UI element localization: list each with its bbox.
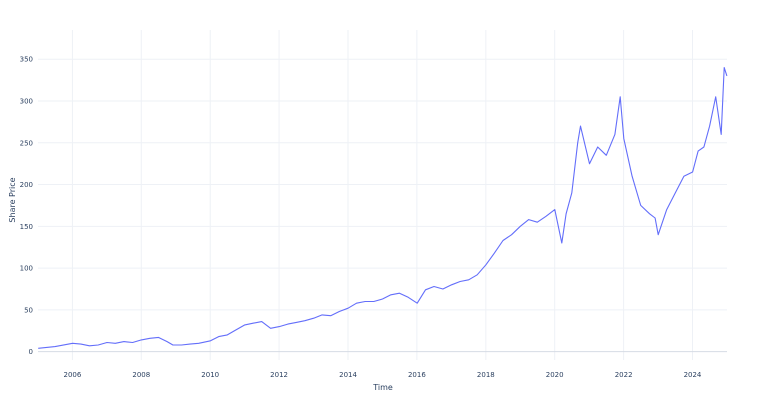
x-tick-label: 2022 xyxy=(615,371,633,379)
y-tick-label: 150 xyxy=(20,223,33,231)
y-tick-label: 0 xyxy=(29,348,33,356)
x-axis-title: Time xyxy=(372,383,393,392)
x-tick-label: 2010 xyxy=(201,371,219,379)
y-tick-label: 250 xyxy=(20,139,33,147)
y-axis-title: Share Price xyxy=(8,177,17,222)
series-layer xyxy=(38,67,728,349)
x-tick-label: 2016 xyxy=(408,371,426,379)
y-tick-label: 350 xyxy=(20,56,33,64)
gridlines xyxy=(38,30,727,360)
x-tick-label: 2018 xyxy=(477,371,495,379)
y-tick-label: 300 xyxy=(20,98,33,106)
y-tick-label: 50 xyxy=(24,306,33,314)
y-tick-label: 100 xyxy=(20,265,33,273)
y-axis-ticks: 0 50 100 150 200 250 300 350 xyxy=(20,56,33,356)
x-tick-label: 2014 xyxy=(339,371,357,379)
x-tick-label: 2012 xyxy=(270,371,288,379)
x-tick-label: 2020 xyxy=(546,371,564,379)
x-tick-label: 2006 xyxy=(64,371,82,379)
x-axis-ticks: 2006 2008 2010 2012 2014 2016 2018 2020 2022 2024 xyxy=(64,371,702,379)
x-tick-label: 2008 xyxy=(132,371,150,379)
x-tick-label: 2024 xyxy=(684,371,702,379)
share-price-series-line xyxy=(38,67,728,349)
y-tick-label: 200 xyxy=(20,181,33,189)
